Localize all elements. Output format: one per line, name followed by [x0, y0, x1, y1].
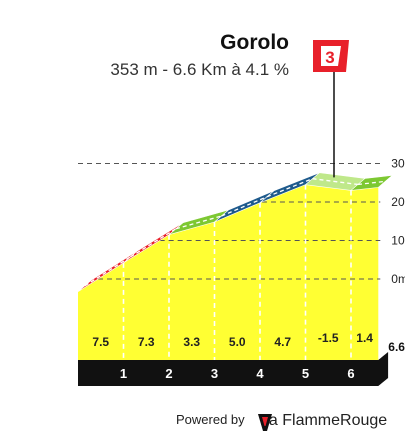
powered-by-label: Powered by [176, 412, 245, 427]
km-tick-label: 5 [302, 366, 309, 381]
y-tick-label: 200m [391, 195, 405, 209]
gradient-label: 3.3 [183, 335, 200, 349]
gradient-label: 1.4 [356, 331, 373, 345]
brand-name: La FlammeRouge [260, 412, 388, 429]
profile-front-area [78, 184, 379, 360]
road-centerline [312, 178, 359, 186]
km-tick-label: 2 [165, 366, 172, 381]
y-tick-label: 300m [391, 157, 405, 171]
gradient-label: 7.5 [92, 335, 109, 349]
brand-logo[interactable]: La FlammeRouge [256, 412, 388, 431]
y-tick-label: 100m [391, 234, 405, 248]
road-centerline [221, 196, 268, 217]
road-centerline [130, 228, 177, 258]
climb-title: Gorolo [220, 31, 289, 54]
road-segment [350, 174, 394, 191]
climb-summary: 353 m - 6.6 Km à 4.1 % [110, 60, 289, 79]
gradient-label: 5.0 [229, 335, 246, 349]
category-number: 3 [325, 48, 334, 67]
km-tick-label: 6 [347, 366, 354, 381]
gradient-label: -1.5 [318, 331, 339, 345]
gradient-label: 7.3 [138, 335, 155, 349]
flamme-rouge-icon [258, 414, 272, 431]
km-tick-label: 1 [120, 366, 127, 381]
km-tick-label: 3 [211, 366, 218, 381]
category-flag-inner [321, 46, 341, 66]
distance-end-label: 6.6 [388, 340, 405, 354]
y-tick-label: 0m [391, 272, 405, 286]
road-centerline [357, 180, 386, 186]
gradient-label: 4.7 [274, 335, 291, 349]
road-centerline [84, 256, 131, 287]
road-centerline [266, 178, 313, 198]
km-tick-label: 4 [256, 366, 264, 381]
baseline-band [78, 352, 389, 386]
road-centerline [175, 215, 222, 230]
